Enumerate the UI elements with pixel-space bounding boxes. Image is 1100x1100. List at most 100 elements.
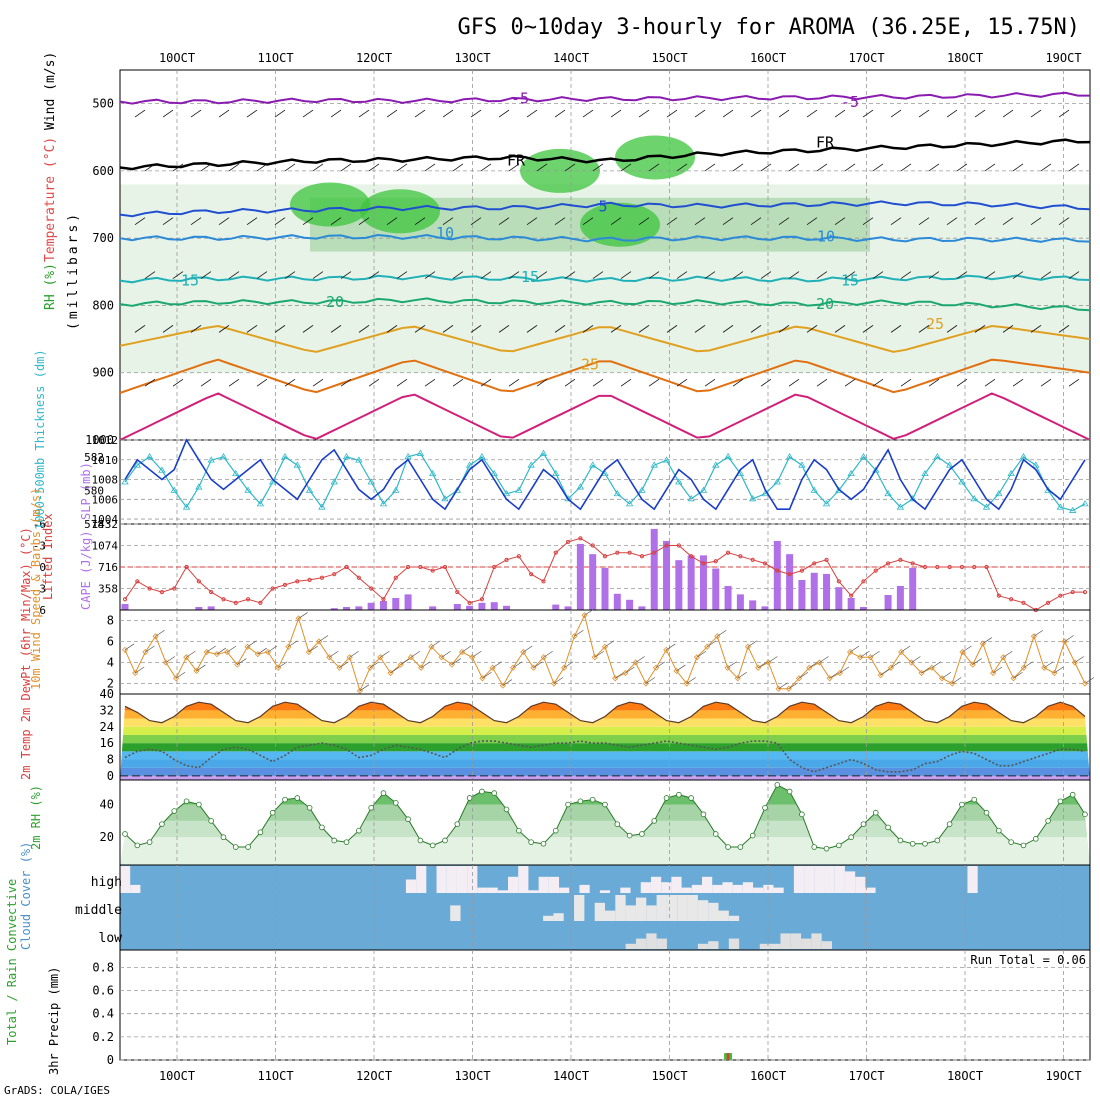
wind-barb	[928, 163, 940, 172]
wind-barb	[358, 217, 370, 226]
temp-tick: 0	[107, 769, 114, 783]
thickness-point	[355, 456, 363, 463]
cloud-bar	[753, 887, 764, 893]
precip-panel: 0 0.2 0.4 0.6 0.8 10OCT 11OCT 12OCT 13OCT 14OCT 15…	[92, 949, 1091, 1083]
wind-barb	[190, 217, 202, 226]
wind-barb	[274, 217, 286, 226]
lifted-point	[885, 561, 891, 566]
cape-bar	[663, 540, 671, 610]
wind10m-barb	[1084, 677, 1095, 684]
lifted-point	[615, 550, 620, 555]
lifted-point	[455, 589, 460, 595]
wind-barb	[872, 163, 884, 172]
wind-barb	[386, 109, 398, 118]
cloud-bar	[824, 866, 835, 893]
wind-barb	[470, 109, 482, 118]
wind10m-barb	[420, 661, 431, 669]
wind-barb	[890, 109, 902, 118]
lifted-line	[124, 537, 1085, 611]
thickness-point	[859, 453, 868, 460]
wind-tick: 8	[107, 614, 114, 628]
top-date-tick: 14OCT	[553, 51, 589, 65]
wind-barb	[834, 109, 846, 118]
precip-type-label: Total / Rain Convective	[5, 879, 19, 1045]
cloud-level-label: high	[91, 875, 122, 890]
rh-max-blob	[580, 202, 660, 247]
wind-barb	[582, 325, 594, 333]
wind-barb	[722, 217, 734, 226]
wind-barb	[900, 378, 912, 387]
wind-barb	[470, 217, 482, 226]
wind10m-barb	[247, 640, 257, 648]
cloud-bar	[671, 876, 682, 893]
lifted-point	[159, 589, 165, 595]
rh-max-blob	[520, 148, 600, 193]
rh-point	[946, 821, 953, 827]
lifted-point	[750, 557, 755, 562]
wind-barb	[844, 163, 856, 172]
bottom-date-tick: 15OCT	[651, 1069, 687, 1083]
cloud-bar	[773, 887, 784, 893]
wind-barb	[666, 217, 678, 226]
thickness-point	[527, 461, 535, 468]
rh-max-blob	[290, 182, 370, 227]
thickness-point	[318, 503, 326, 510]
wind-barb	[340, 163, 352, 172]
thickness-point	[687, 495, 695, 502]
top-date-tick: 13OCT	[454, 51, 490, 65]
wind-barb	[676, 163, 688, 172]
lifted-point	[430, 568, 435, 573]
cloud-bar	[528, 890, 539, 893]
rh-point	[442, 837, 448, 844]
wind-barb	[732, 163, 744, 172]
wind10m-barb	[492, 661, 502, 669]
rh-point	[1008, 839, 1014, 845]
top-date-tick: 15OCT	[651, 51, 687, 65]
wind10m-barb	[277, 661, 288, 669]
cape-bar	[835, 587, 843, 610]
cape-bar	[847, 597, 855, 610]
thickness-point	[662, 456, 671, 463]
wind-barb	[162, 325, 174, 333]
lifted-cape-panel: 6 3 0 -3 -6 358 716 1074 1432	[33, 518, 1091, 617]
temp-band	[120, 751, 1090, 760]
wind-barb	[246, 109, 258, 118]
thickness-point	[244, 486, 252, 493]
cape-bar	[699, 555, 707, 610]
wind10m-barb	[788, 682, 799, 690]
lifted-point	[861, 579, 866, 584]
wind-barb	[760, 271, 772, 279]
thickness-slp-panel: 578 580 582 1004 1006 1008 1010 1012	[84, 434, 1091, 531]
cape-bar	[884, 594, 892, 610]
thickness-point	[133, 461, 142, 468]
temp-tick: 40	[100, 687, 114, 701]
precip-conv-bar	[726, 1053, 730, 1060]
wind10m-barb	[380, 650, 390, 658]
thickness-point	[638, 486, 646, 493]
wind-barb	[470, 325, 482, 333]
wind-barb	[620, 378, 632, 387]
wind-barb	[1012, 378, 1024, 387]
wind10m-barb	[717, 629, 727, 637]
rh-point	[786, 788, 793, 795]
cloud-bar	[620, 887, 631, 893]
lifted-point	[147, 586, 152, 591]
wind10m-barb	[604, 640, 615, 648]
wind-barb	[1012, 271, 1024, 279]
wind-barb	[918, 217, 930, 226]
lifted-point	[725, 550, 731, 555]
wind-barb	[200, 163, 212, 172]
rh-point	[614, 821, 621, 827]
rh-point	[712, 831, 719, 837]
wind-barb	[732, 378, 744, 387]
lifted-point	[910, 561, 915, 566]
chart-title: GFS 0~10day 3-hourly for AROMA (36.25E, …	[457, 15, 1080, 40]
rh-point	[860, 821, 867, 827]
cape-bar	[638, 606, 646, 610]
wind-barb	[610, 325, 622, 333]
cape-bar	[207, 606, 215, 610]
rh-point	[663, 795, 670, 801]
wind10m-barb	[257, 647, 267, 655]
wind-barb	[424, 378, 436, 387]
wind-barb	[134, 325, 146, 333]
